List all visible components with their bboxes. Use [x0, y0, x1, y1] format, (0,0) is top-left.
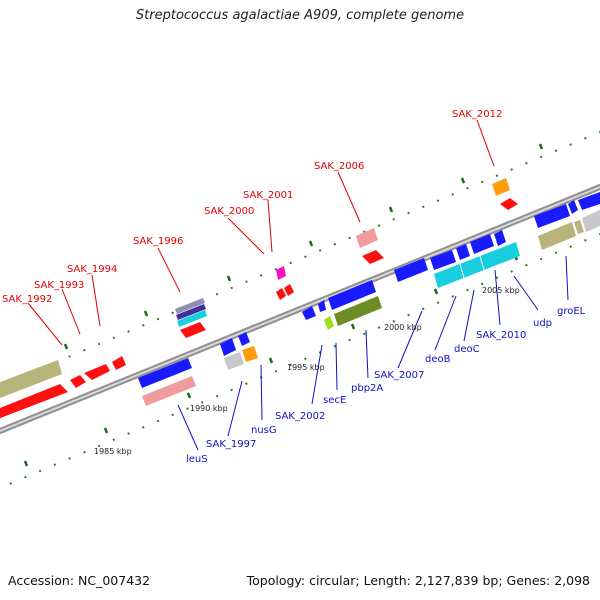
gene-label: pbp2A: [351, 383, 383, 394]
gene-label: SAK_2010: [476, 330, 526, 341]
gene-label: SAK_1997: [206, 439, 256, 450]
map-title: Streptococcus agalactiae A909, complete …: [135, 8, 465, 23]
gene-label: deoC: [454, 344, 480, 355]
gene-blue: [302, 306, 316, 320]
gene-label: SAK_1996: [133, 236, 183, 247]
gene-red: [362, 250, 384, 264]
gene-stack: [176, 304, 206, 320]
gene-darkgreen: [334, 296, 382, 326]
leader-lines: [27, 119, 569, 451]
gene-label: deoB: [425, 354, 451, 365]
gene-red: [84, 364, 110, 380]
gene-blue: [138, 358, 192, 388]
gene-label: SAK_1993: [34, 280, 84, 291]
gene-label: SAK_2006: [314, 161, 364, 172]
accession-text: Accession: NC_007432: [8, 573, 151, 588]
tick-label: 2000 kbp: [384, 323, 422, 332]
scale-labels: 1985 kbp 1990 kbp 1995 kbp 2000 kbp 2005…: [94, 286, 520, 456]
gene-orange: [492, 178, 510, 196]
tick-label: 2005 kbp: [482, 286, 520, 295]
tick-label: 1995 kbp: [287, 363, 325, 372]
gene-olive: [538, 222, 576, 250]
gene-red: [0, 384, 68, 419]
gene-red: [70, 375, 86, 388]
gene-olive: [0, 360, 62, 399]
gene-blue: [318, 300, 326, 312]
gene-blue: [568, 200, 578, 214]
gene-label: SAK_2012: [452, 109, 502, 120]
gene-silver: [224, 352, 244, 370]
gene-orange: [242, 346, 258, 362]
gene-blue: [220, 338, 236, 356]
gene-blue: [578, 192, 600, 210]
gene-label: SAK_2000: [204, 206, 254, 217]
tick-label: 1990 kbp: [190, 404, 228, 413]
genes-forward: [70, 178, 518, 388]
gene-blue: [430, 250, 456, 270]
genes-large: [0, 192, 600, 419]
gene-stack: [175, 298, 205, 314]
gene-lime: [324, 316, 334, 330]
gene-stack: [177, 310, 207, 327]
genome-summary: Topology: circular; Length: 2,127,839 bp…: [246, 573, 590, 588]
gene-blue: [534, 204, 570, 228]
gene-blue: [394, 258, 428, 282]
gene-red: [180, 322, 206, 338]
track-ticks: [23, 143, 544, 467]
gene-label: groEL: [557, 306, 586, 317]
tick-label: 1985 kbp: [94, 447, 132, 456]
gene-blue: [238, 332, 250, 346]
gene-label: SAK_2007: [374, 370, 424, 381]
gene-olive: [574, 220, 584, 234]
gene-label: leuS: [186, 454, 208, 465]
labels-top: SAK_1992 SAK_1993 SAK_1994 SAK_1996 SAK_…: [2, 109, 502, 305]
gene-label: SAK_2002: [275, 411, 325, 422]
labels-bottom: leuS SAK_1997 nusG SAK_2002 secE pbp2A S…: [186, 306, 586, 465]
gene-silver: [582, 210, 600, 232]
gene-red: [284, 284, 294, 296]
gene-red: [112, 356, 126, 370]
gene-blue: [456, 244, 470, 260]
gene-blue: [328, 280, 376, 310]
gene-blue: [470, 234, 494, 254]
gene-label: SAK_1992: [2, 294, 52, 305]
gene-label: udp: [533, 318, 552, 329]
gene-blue: [494, 230, 506, 246]
gene-red: [276, 288, 286, 300]
gene-cyan: [434, 242, 520, 288]
gene-label: nusG: [251, 425, 277, 436]
gene-label: SAK_1994: [67, 264, 117, 275]
gene-red: [500, 198, 518, 210]
genome-backbone: [0, 183, 600, 435]
gene-label: secE: [323, 395, 346, 406]
gene-label: SAK_2001: [243, 190, 293, 201]
gene-pink: [142, 376, 196, 406]
gene-pink: [356, 228, 378, 248]
gene-magenta: [276, 266, 286, 280]
